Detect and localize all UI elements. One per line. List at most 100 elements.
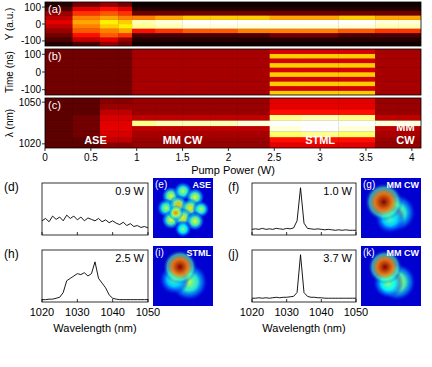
cell [100, 63, 119, 68]
cell [270, 137, 302, 143]
cell [118, 42, 132, 46]
cell [270, 90, 302, 95]
cell [118, 81, 132, 86]
cell [270, 104, 302, 110]
cell [183, 42, 211, 46]
cell [375, 137, 398, 143]
cell [302, 42, 339, 46]
beam-spot [174, 220, 191, 237]
cell [302, 24, 339, 29]
cell [210, 28, 238, 33]
cell [118, 72, 132, 77]
cell [338, 33, 375, 38]
cell [155, 63, 183, 68]
cell [183, 2, 211, 7]
cell [375, 98, 398, 104]
cell [45, 37, 73, 42]
cell [210, 15, 238, 20]
cell [73, 90, 101, 95]
cell [238, 49, 270, 54]
cell [118, 115, 132, 121]
cell [132, 104, 155, 110]
cell [73, 15, 101, 20]
cell [118, 98, 132, 104]
cell [132, 11, 155, 16]
cell [132, 2, 155, 7]
cell [73, 120, 101, 126]
cell [183, 104, 211, 110]
x-tick-label: 1040 [309, 306, 333, 318]
cell [45, 33, 73, 38]
beam-background [361, 178, 421, 238]
cell [132, 6, 155, 11]
cell [45, 86, 73, 91]
x-tick-label: 4 [409, 152, 415, 163]
cell [118, 90, 132, 95]
cell [45, 63, 73, 68]
cell [338, 49, 375, 54]
spectrum-line [42, 262, 148, 300]
cell [302, 81, 339, 86]
cell [183, 67, 211, 72]
y-tick [42, 102, 45, 103]
cell [375, 24, 398, 29]
y-tick-label: -100 [21, 84, 41, 95]
y-axis-label: λ (nm) [4, 109, 15, 137]
cell [132, 37, 155, 42]
cell [73, 54, 101, 59]
cell [118, 142, 132, 148]
plot-area [45, 49, 421, 95]
cell [270, 15, 302, 20]
cell [270, 98, 302, 104]
cell [238, 20, 270, 25]
x-tick [136, 148, 137, 151]
cell [270, 33, 302, 38]
annotation: MM [396, 121, 414, 133]
cell [183, 63, 211, 68]
cell [302, 77, 339, 82]
cell [183, 37, 211, 42]
cell [238, 77, 270, 82]
cell [155, 6, 183, 11]
x-tick-label: 0.5 [84, 152, 98, 163]
cell [338, 24, 375, 29]
cell [210, 11, 238, 16]
cell [210, 86, 238, 91]
cell [183, 49, 211, 54]
cell [238, 24, 270, 29]
x-tick-label: 2 [226, 152, 232, 163]
cell [155, 42, 183, 46]
cell [338, 2, 375, 7]
cell [338, 58, 375, 63]
cell [183, 81, 211, 86]
cell [132, 98, 155, 104]
y-tick-label: 100 [24, 49, 41, 60]
cell [302, 58, 339, 63]
cell [375, 6, 398, 11]
cell [398, 81, 421, 86]
cell [375, 11, 398, 16]
cell [100, 115, 119, 121]
cell [73, 2, 101, 7]
cell [155, 77, 183, 82]
cell [155, 72, 183, 77]
panel-label: (i) [155, 247, 164, 258]
cell [398, 11, 421, 16]
cell [100, 24, 119, 29]
cell [398, 42, 421, 46]
x-tick [365, 148, 366, 151]
cell [398, 49, 421, 54]
cell [398, 37, 421, 42]
cell [375, 37, 398, 42]
cell [155, 24, 183, 29]
cell [398, 15, 421, 20]
y-tick [42, 89, 45, 90]
cell [73, 42, 101, 46]
cell [398, 67, 421, 72]
panel-label: (a) [48, 3, 61, 15]
cell [45, 120, 73, 126]
cell [132, 90, 155, 95]
cell [118, 24, 132, 29]
cell [238, 11, 270, 16]
cell [118, 49, 132, 54]
